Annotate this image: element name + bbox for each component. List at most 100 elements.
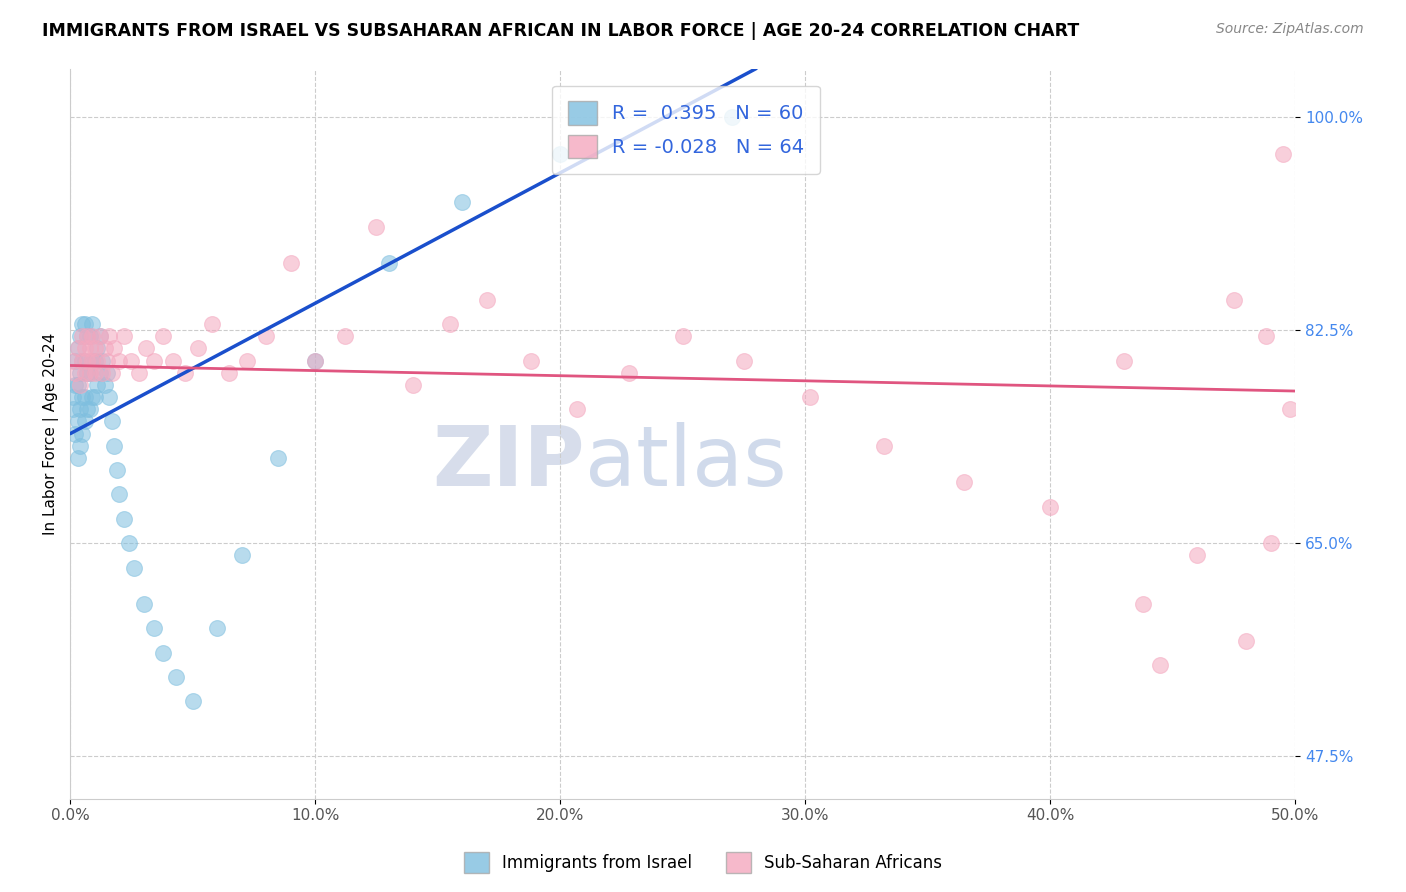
Point	[79, 366, 101, 380]
Point	[73, 342, 96, 356]
Point	[108, 487, 131, 501]
Point	[62, 402, 84, 417]
Point	[439, 317, 461, 331]
Text: IMMIGRANTS FROM ISRAEL VS SUBSAHARAN AFRICAN IN LABOR FORCE | AGE 20-24 CORRELAT: IMMIGRANTS FROM ISRAEL VS SUBSAHARAN AFR…	[42, 22, 1080, 40]
Point	[872, 439, 894, 453]
Point	[953, 475, 976, 490]
Text: Source: ZipAtlas.com: Source: ZipAtlas.com	[1216, 22, 1364, 37]
Point	[366, 219, 388, 234]
Point	[280, 256, 302, 270]
Point	[82, 353, 104, 368]
Point	[83, 353, 105, 368]
Point	[66, 378, 89, 392]
Point	[72, 353, 94, 368]
Point	[72, 329, 94, 343]
Text: atlas: atlas	[585, 422, 786, 503]
Point	[377, 256, 399, 270]
Point	[76, 402, 98, 417]
Point	[73, 390, 96, 404]
Point	[135, 342, 157, 356]
Point	[108, 353, 131, 368]
Point	[73, 414, 96, 428]
Point	[174, 366, 197, 380]
Point	[617, 366, 640, 380]
Point	[86, 353, 108, 368]
Point	[1132, 597, 1154, 611]
Point	[76, 366, 98, 380]
Point	[103, 342, 125, 356]
Point	[1254, 329, 1277, 343]
Point	[205, 621, 228, 635]
Point	[69, 366, 91, 380]
Point	[73, 353, 96, 368]
Point	[63, 378, 86, 392]
Point	[66, 342, 89, 356]
Point	[181, 694, 204, 708]
Point	[520, 353, 543, 368]
Point	[89, 366, 111, 380]
Point	[142, 621, 165, 635]
Point	[105, 463, 128, 477]
Point	[98, 329, 121, 343]
Point	[1260, 536, 1282, 550]
Point	[304, 353, 326, 368]
Point	[66, 414, 89, 428]
Y-axis label: In Labor Force | Age 20-24: In Labor Force | Age 20-24	[44, 333, 59, 535]
Point	[82, 390, 104, 404]
Point	[235, 353, 257, 368]
Point	[69, 439, 91, 453]
Point	[475, 293, 498, 307]
Point	[63, 353, 86, 368]
Point	[89, 329, 111, 343]
Point	[101, 414, 124, 428]
Point	[103, 439, 125, 453]
Point	[101, 366, 124, 380]
Point	[333, 329, 356, 343]
Point	[548, 146, 571, 161]
Point	[79, 342, 101, 356]
Point	[82, 317, 104, 331]
Point	[96, 353, 118, 368]
Point	[83, 342, 105, 356]
Point	[96, 366, 118, 380]
Point	[128, 366, 150, 380]
Point	[72, 317, 94, 331]
Point	[72, 426, 94, 441]
Point	[69, 402, 91, 417]
Point	[1223, 293, 1246, 307]
Point	[73, 366, 96, 380]
Point	[62, 353, 84, 368]
Point	[76, 329, 98, 343]
Point	[132, 597, 155, 611]
Point	[112, 512, 135, 526]
Legend: R =  0.395   N = 60, R = -0.028   N = 64: R = 0.395 N = 60, R = -0.028 N = 64	[553, 86, 820, 174]
Point	[91, 366, 114, 380]
Point	[73, 317, 96, 331]
Point	[79, 366, 101, 380]
Point	[69, 329, 91, 343]
Point	[201, 317, 224, 331]
Point	[72, 353, 94, 368]
Point	[152, 646, 174, 660]
Point	[799, 390, 821, 404]
Point	[733, 353, 755, 368]
Point	[152, 329, 174, 343]
Point	[122, 560, 145, 574]
Point	[86, 342, 108, 356]
Point	[79, 329, 101, 343]
Point	[82, 329, 104, 343]
Point	[567, 402, 589, 417]
Point	[63, 366, 86, 380]
Point	[1271, 146, 1294, 161]
Point	[1185, 549, 1208, 563]
Point	[304, 353, 326, 368]
Point	[79, 402, 101, 417]
Point	[672, 329, 695, 343]
Point	[63, 426, 86, 441]
Point	[1279, 402, 1302, 417]
Point	[118, 536, 141, 550]
Point	[1112, 353, 1135, 368]
Point	[1149, 657, 1171, 672]
Point	[121, 353, 143, 368]
Point	[162, 353, 184, 368]
